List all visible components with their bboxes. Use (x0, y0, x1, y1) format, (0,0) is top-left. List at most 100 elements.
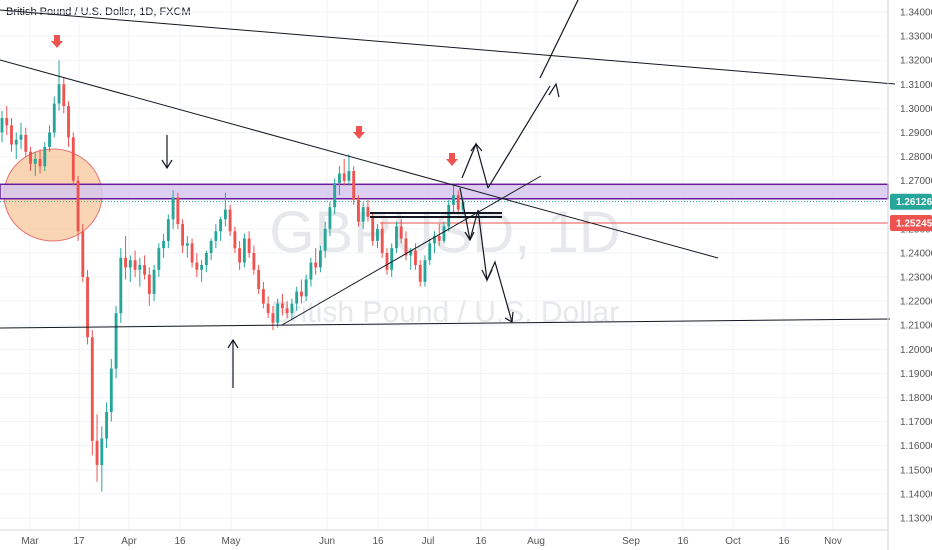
candle-body (200, 265, 204, 270)
candle (152, 265, 156, 302)
candle-body (385, 252, 389, 270)
y-tick-label: 1.22000 (900, 297, 932, 308)
candle (376, 224, 379, 249)
candle (328, 202, 332, 237)
y-tick-label: 1.18000 (900, 393, 932, 404)
candle-body (447, 204, 451, 227)
candle-body (71, 137, 75, 181)
candle-body (223, 209, 227, 220)
candle-body (318, 250, 322, 268)
candle (105, 402, 108, 449)
y-tick-label: 1.20000 (900, 345, 932, 356)
candle (318, 245, 322, 273)
candle (385, 248, 389, 275)
candle (290, 298, 294, 321)
candle-body (380, 228, 384, 253)
candle-body (157, 248, 161, 270)
red-arrow-marker (353, 126, 365, 139)
candle (323, 221, 327, 258)
candle-body (395, 226, 398, 249)
candle (304, 274, 308, 302)
candle-body (190, 243, 194, 263)
path-down[interactable] (459, 187, 513, 323)
candle (390, 243, 394, 278)
current-price-badge (890, 193, 932, 210)
y-tick-label: 1.13000 (900, 513, 932, 524)
candle (361, 202, 365, 229)
candle-body (166, 219, 170, 241)
price-badges: 1.26126 1.25245 (890, 193, 932, 231)
path-up-3[interactable] (539, 0, 579, 79)
candle (276, 298, 280, 328)
path-down-head-1[interactable] (481, 269, 493, 282)
path-up-1[interactable] (461, 142, 489, 189)
trendline-ascending[interactable] (281, 175, 542, 326)
candle (380, 221, 384, 258)
path-down-head-2[interactable] (504, 311, 514, 323)
candle-body (209, 240, 213, 253)
y-tick-label: 1.32000 (900, 56, 932, 67)
x-tick-label: Mar (21, 536, 39, 547)
candle-body (280, 303, 284, 309)
candle (299, 279, 303, 304)
x-tick-label: 16 (778, 536, 790, 547)
path-up-2-head[interactable] (548, 82, 560, 98)
candle-body (124, 257, 127, 268)
down-arrow-head[interactable] (161, 159, 173, 170)
candle-body (338, 173, 341, 184)
candle (48, 125, 51, 152)
watermark: GBPUSD, 1D British Pound / U.S. Dollar (269, 200, 620, 329)
candle-body (43, 146, 47, 167)
path-up-2[interactable] (487, 85, 551, 189)
candle-body (33, 159, 37, 164)
candle-body (342, 173, 346, 181)
candle (138, 257, 142, 287)
candle-body (176, 197, 180, 225)
candle-body (242, 238, 246, 263)
candle-body (133, 260, 137, 270)
candle (409, 248, 413, 270)
candle (347, 154, 351, 186)
candle (95, 414, 99, 482)
candle-body (67, 106, 70, 138)
candle-body (62, 84, 66, 106)
resistance-zone[interactable] (0, 183, 889, 200)
trendline-descending[interactable] (0, 59, 719, 259)
price-axis: 1.34000 1.33000 1.32000 1.31000 1.30000 1.290… (887, 0, 932, 550)
candle (309, 257, 313, 287)
candle-body (138, 265, 142, 270)
marker-head (51, 41, 63, 48)
candle-body (323, 228, 327, 251)
candle-body (114, 313, 118, 369)
path-down-head-0[interactable] (464, 231, 475, 242)
up-arrow-head[interactable] (227, 338, 239, 349)
path-up-1-head[interactable] (470, 143, 483, 152)
candle (114, 305, 118, 379)
candle (0, 110, 4, 143)
candle-body (452, 195, 455, 205)
candle (10, 118, 13, 152)
current-price-label: 1.26126 (896, 197, 932, 208)
candle-body (314, 262, 318, 268)
candle-body (252, 252, 256, 270)
x-tick-label: Jun (319, 536, 335, 547)
candle (452, 185, 455, 212)
candle (124, 236, 127, 280)
candle-body (109, 368, 113, 412)
candle (285, 301, 289, 318)
candle (219, 216, 223, 241)
candle-body (128, 260, 132, 268)
support-line[interactable] (0, 318, 891, 329)
candle (67, 101, 70, 147)
y-tick-label: 1.30000 (900, 104, 932, 115)
candle (100, 426, 104, 492)
candle-body (143, 265, 147, 275)
candle-body (76, 180, 80, 232)
candle-body (261, 289, 265, 304)
candle-body (333, 183, 337, 208)
candle-body (14, 139, 18, 145)
trendline-upper[interactable] (0, 9, 896, 85)
x-tick-label: 16 (475, 536, 487, 547)
drawing-tools[interactable] (0, 0, 896, 388)
